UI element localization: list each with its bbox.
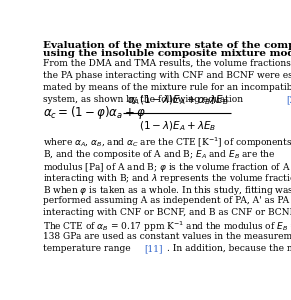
- Text: using the insoluble composite mixture model: using the insoluble composite mixture mo…: [43, 49, 291, 58]
- Text: modulus [Pa] of A and B; $\varphi$ is the volume fraction of A (A'): modulus [Pa] of A and B; $\varphi$ is th…: [43, 160, 291, 174]
- Text: From the DMA and TMA results, the volume fractions of: From the DMA and TMA results, the volume…: [43, 59, 291, 68]
- Text: [11]: [11]: [145, 244, 163, 253]
- Text: $\alpha_A(1 - \lambda)E_A + \alpha_B\lambda E_B$: $\alpha_A(1 - \lambda)E_A + \alpha_B\lam…: [127, 93, 228, 107]
- Text: . In addition, because the modifica-: . In addition, because the modifica-: [167, 244, 291, 253]
- Text: $(1 - \lambda)E_A + \lambda E_B$: $(1 - \lambda)E_A + \lambda E_B$: [139, 119, 216, 133]
- Text: the PA phase interacting with CNF and BCNF were esti-: the PA phase interacting with CNF and BC…: [43, 71, 291, 80]
- Text: mated by means of the mixture rule for an incompatible: mated by means of the mixture rule for a…: [43, 83, 291, 92]
- Text: temperature range: temperature range: [43, 244, 134, 253]
- Text: The CTE of $\alpha_B$ = 0.17 ppm K$^{-1}$ and the modulus of $E_B$ =: The CTE of $\alpha_B$ = 0.17 ppm K$^{-1}…: [43, 220, 291, 234]
- Text: interacting with B; and $\lambda$ represents the volume fraction of: interacting with B; and $\lambda$ repres…: [43, 172, 291, 185]
- Text: Evaluation of the mixture state of the composites: Evaluation of the mixture state of the c…: [43, 41, 291, 50]
- Text: performed assuming A as independent of PA, A' as PA: performed assuming A as independent of P…: [43, 196, 289, 205]
- Text: $\alpha_c = (1 - \varphi)\alpha_a + \varphi$: $\alpha_c = (1 - \varphi)\alpha_a + \var…: [43, 104, 146, 121]
- Text: B, and the composite of A and B; $E_A$ and $E_B$ are the: B, and the composite of A and B; $E_A$ a…: [43, 148, 276, 161]
- Text: B when $\varphi$ is taken as a whole. In this study, fitting was: B when $\varphi$ is taken as a whole. In…: [43, 184, 291, 197]
- Text: system, as shown by the following equation: system, as shown by the following equati…: [43, 95, 246, 104]
- Text: [23]:: [23]:: [286, 95, 291, 104]
- Text: where $\alpha_A$, $\alpha_B$, and $\alpha_C$ are the CTE [K$^{-1}$] of component: where $\alpha_A$, $\alpha_B$, and $\alph…: [43, 136, 291, 150]
- Text: interacting with CNF or BCNF, and B as CNF or BCNF.: interacting with CNF or BCNF, and B as C…: [43, 208, 291, 217]
- Text: 138 GPa are used as constant values in the measurement: 138 GPa are used as constant values in t…: [43, 232, 291, 241]
